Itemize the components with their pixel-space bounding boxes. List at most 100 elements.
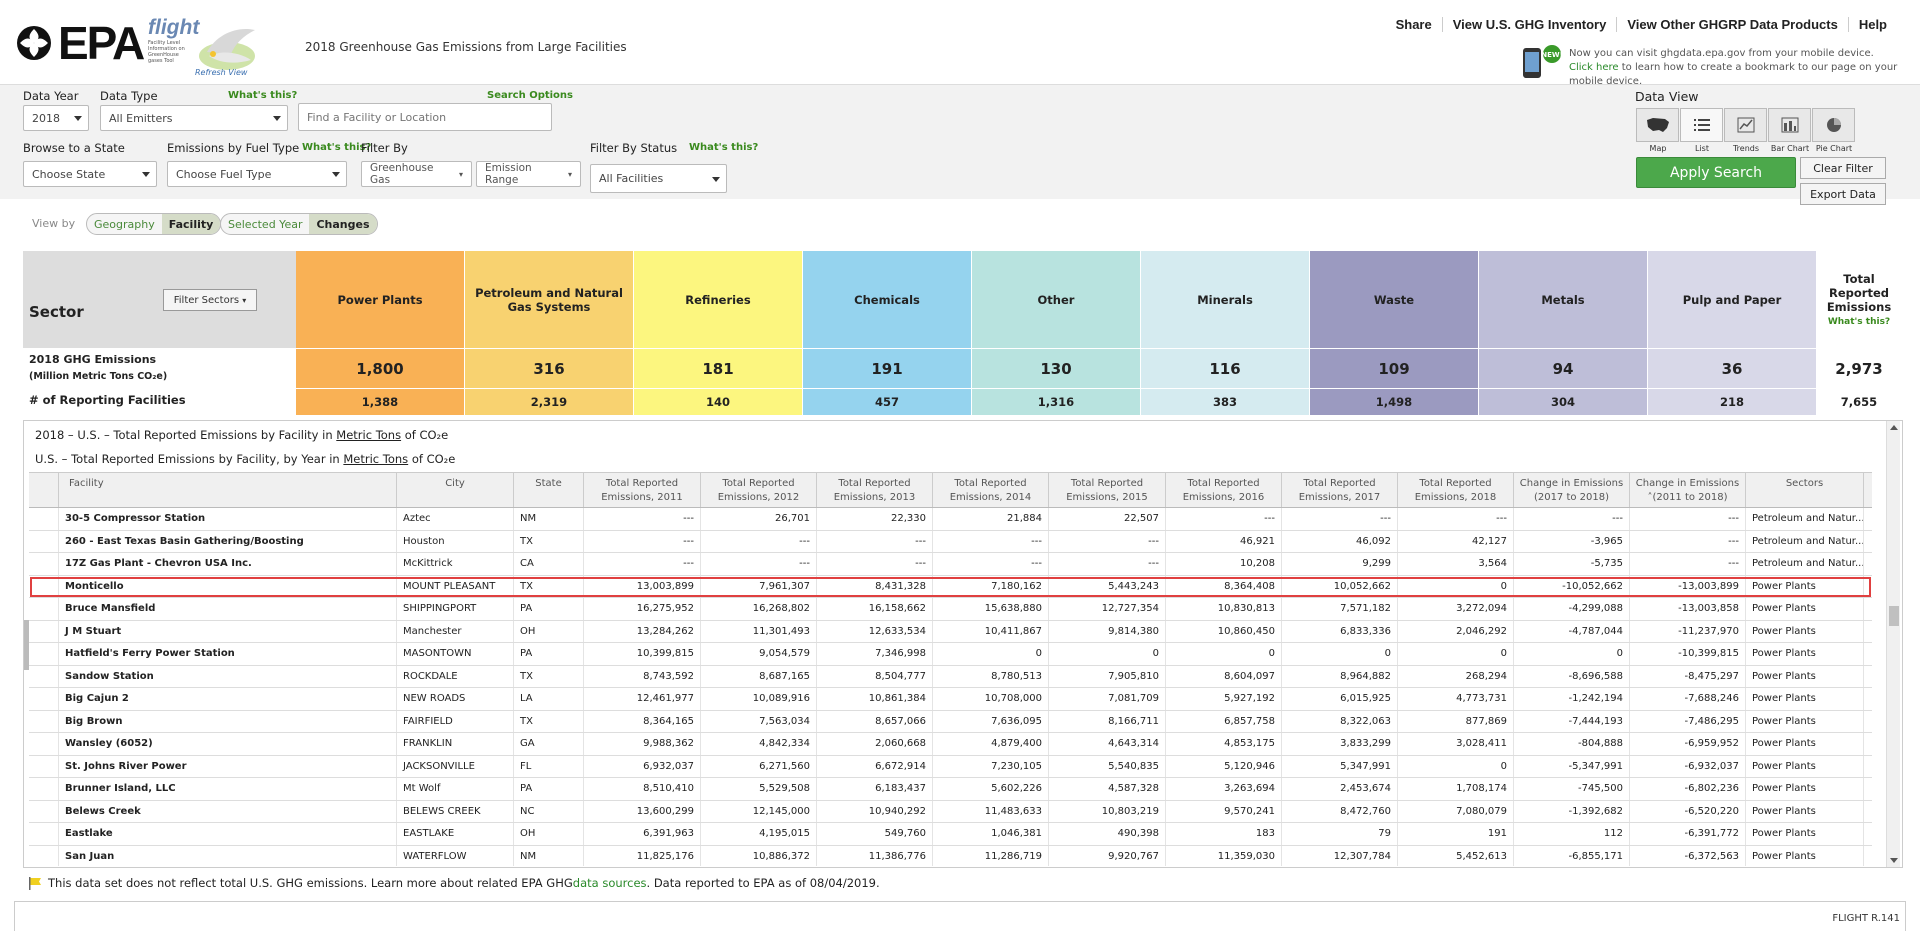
- sector-column[interactable]: Pulp and Paper 36 218: [1648, 251, 1817, 418]
- data-type-whats-this-link[interactable]: What's this?: [228, 90, 298, 101]
- column-header[interactable]: Total Reported Emissions, 2013: [817, 473, 933, 507]
- facility-name-link[interactable]: Monticello: [59, 575, 397, 597]
- table-row[interactable]: Belews Creek BELEWS CREEK NC 13,600,299 12,1…: [29, 800, 1872, 823]
- column-header[interactable]: Change in Emissions (2017 to 2018): [1514, 473, 1630, 507]
- facility-name-link[interactable]: 260 - East Texas Basin Gathering/Boostin…: [59, 530, 397, 552]
- greenhouse-gas-button[interactable]: Greenhouse Gas ▾: [361, 161, 472, 187]
- table-row[interactable]: 30-5 Compressor Station Aztec NM --- 26,701 2…: [29, 508, 1872, 531]
- facility-name-link[interactable]: Wansley (6052): [59, 733, 397, 755]
- facility-name-link[interactable]: Sandow Station: [59, 665, 397, 687]
- vertical-scrollbar[interactable]: [1886, 421, 1900, 867]
- mobile-click-here-link[interactable]: Click here: [1569, 62, 1619, 73]
- table-row[interactable]: St. Johns River Power JACKSONVILLE FL 6,932…: [29, 755, 1872, 778]
- data-sources-link[interactable]: data sources: [572, 876, 647, 890]
- sector-name[interactable]: Chemicals: [803, 251, 972, 348]
- changes-toggle[interactable]: Changes: [309, 214, 377, 234]
- column-header[interactable]: Total Reported Emissions, 2011: [584, 473, 701, 507]
- trends-view-button[interactable]: [1724, 108, 1767, 142]
- selected-year-toggle[interactable]: Selected Year: [228, 217, 303, 231]
- refresh-view-link[interactable]: Refresh View: [195, 68, 248, 77]
- scroll-up-icon[interactable]: [1890, 425, 1898, 430]
- sector-name[interactable]: Pulp and Paper: [1648, 251, 1817, 348]
- table-row[interactable]: Monticello MOUNT PLEASANT TX 13,003,899 7,96…: [29, 575, 1872, 598]
- clear-filter-button[interactable]: Clear Filter: [1800, 157, 1886, 179]
- column-header[interactable]: Sectors: [1746, 473, 1864, 507]
- data-year-select[interactable]: 2018: [23, 105, 89, 131]
- sector-name[interactable]: Minerals: [1141, 251, 1310, 348]
- search-input[interactable]: [298, 103, 552, 131]
- map-view-button[interactable]: [1636, 108, 1679, 142]
- pie-chart-view-button[interactable]: [1812, 108, 1855, 142]
- total-whats-this-link[interactable]: What's this?: [1827, 317, 1891, 327]
- facility-name-link[interactable]: Brunner Island, LLC: [59, 778, 397, 800]
- ghgrp-products-link[interactable]: View Other GHGRP Data Products: [1616, 17, 1847, 32]
- column-header[interactable]: Change in Emissions ˄(2011 to 2018): [1630, 473, 1746, 507]
- ghg-inventory-link[interactable]: View U.S. GHG Inventory: [1441, 17, 1617, 32]
- table-row[interactable]: Hatfield's Ferry Power Station MASONTOWN P…: [29, 643, 1872, 666]
- list-view-button[interactable]: [1680, 108, 1723, 142]
- fuel-type-select[interactable]: Choose Fuel Type: [167, 161, 347, 187]
- sector-column[interactable]: Waste 109 1,498: [1310, 251, 1479, 418]
- sector-column[interactable]: Metals 94 304: [1479, 251, 1648, 418]
- table-row[interactable]: 17Z Gas Plant - Chevron USA Inc. McKittri…: [29, 553, 1872, 576]
- sector-name[interactable]: Petroleum and Natural Gas Systems: [465, 251, 634, 348]
- facility-name-link[interactable]: 30-5 Compressor Station: [59, 508, 397, 530]
- export-data-button[interactable]: Export Data: [1800, 183, 1886, 205]
- data-type-select[interactable]: All Emitters: [100, 105, 288, 131]
- facility-name-link[interactable]: Big Brown: [59, 710, 397, 732]
- filter-sectors-button[interactable]: Filter Sectors ▾: [163, 289, 257, 311]
- sector-name[interactable]: Power Plants: [296, 251, 465, 348]
- status-select[interactable]: All Facilities: [590, 164, 727, 193]
- help-link[interactable]: Help: [1847, 17, 1897, 32]
- column-header[interactable]: [29, 473, 59, 507]
- table-row[interactable]: Sandow Station ROCKDALE TX 8,743,592 8,687,1…: [29, 665, 1872, 688]
- column-header[interactable]: Total Reported Emissions, 2012: [701, 473, 817, 507]
- sector-name[interactable]: Other: [972, 251, 1141, 348]
- search-options-link[interactable]: Search Options: [487, 90, 574, 101]
- facility-name-link[interactable]: Bruce Mansfield: [59, 598, 397, 620]
- sector-name[interactable]: Refineries: [634, 251, 803, 348]
- sector-name[interactable]: Waste: [1310, 251, 1479, 348]
- facility-name-link[interactable]: San Juan: [59, 845, 397, 866]
- facility-name-link[interactable]: Belews Creek: [59, 800, 397, 822]
- sector-column[interactable]: Refineries 181 140: [634, 251, 803, 418]
- facility-name-link[interactable]: 17Z Gas Plant - Chevron USA Inc.: [59, 553, 397, 575]
- epa-logo[interactable]: EPA: [14, 16, 145, 70]
- column-header[interactable]: Total Reported Emissions, 2016: [1166, 473, 1282, 507]
- status-whats-this-link[interactable]: What's this?: [689, 142, 759, 153]
- column-header[interactable]: Facility: [59, 473, 397, 507]
- column-header[interactable]: Total Reported Emissions, 2015: [1049, 473, 1166, 507]
- sector-column[interactable]: Other 130 1,316: [972, 251, 1141, 418]
- caption2-metric-tons-link[interactable]: Metric Tons: [343, 452, 409, 466]
- sector-column[interactable]: Power Plants 1,800 1,388: [296, 251, 465, 418]
- column-header[interactable]: Total Reported Emissions, 2018: [1398, 473, 1514, 507]
- table-row[interactable]: San Juan WATERFLOW NM 11,825,176 10,886,372 1…: [29, 845, 1872, 866]
- column-header[interactable]: State: [514, 473, 584, 507]
- column-header[interactable]: Total Reported Emissions, 2017: [1282, 473, 1398, 507]
- facility-name-link[interactable]: Hatfield's Ferry Power Station: [59, 643, 397, 665]
- sector-column[interactable]: Minerals 116 383: [1141, 251, 1310, 418]
- table-row[interactable]: Big Cajun 2 NEW ROADS LA 12,461,977 10,089,9…: [29, 688, 1872, 711]
- apply-search-button[interactable]: Apply Search: [1636, 157, 1796, 188]
- fuel-whats-this-link[interactable]: What's this?: [302, 142, 372, 153]
- facility-toggle[interactable]: Facility: [161, 214, 221, 234]
- table-row[interactable]: Bruce Mansfield SHIPPINGPORT PA 16,275,952 1…: [29, 598, 1872, 621]
- bar-chart-view-button[interactable]: [1768, 108, 1811, 142]
- table-row[interactable]: Big Brown FAIRFIELD TX 8,364,165 7,563,034 8,…: [29, 710, 1872, 733]
- geography-toggle[interactable]: Geography: [94, 217, 155, 231]
- facility-name-link[interactable]: J M Stuart: [59, 620, 397, 642]
- flight-bird-icon[interactable]: [147, 16, 262, 78]
- facility-name-link[interactable]: Eastlake: [59, 823, 397, 845]
- facility-name-link[interactable]: St. Johns River Power: [59, 755, 397, 777]
- column-header[interactable]: Total Reported Emissions, 2014: [933, 473, 1049, 507]
- table-row[interactable]: J M Stuart Manchester OH 13,284,262 11,301,4…: [29, 620, 1872, 643]
- facility-name-link[interactable]: Big Cajun 2: [59, 688, 397, 710]
- state-select[interactable]: Choose State: [23, 161, 157, 187]
- scroll-down-icon[interactable]: [1890, 858, 1898, 863]
- table-row[interactable]: Brunner Island, LLC Mt Wolf PA 8,510,410 5,5…: [29, 778, 1872, 801]
- table-row[interactable]: Wansley (6052) FRANKLIN GA 9,988,362 4,842,3…: [29, 733, 1872, 756]
- share-link[interactable]: Share: [1395, 17, 1432, 32]
- sector-name[interactable]: Metals: [1479, 251, 1648, 348]
- table-row[interactable]: Eastlake EASTLAKE OH 6,391,963 4,195,015 549,…: [29, 823, 1872, 846]
- sector-column[interactable]: Chemicals 191 457: [803, 251, 972, 418]
